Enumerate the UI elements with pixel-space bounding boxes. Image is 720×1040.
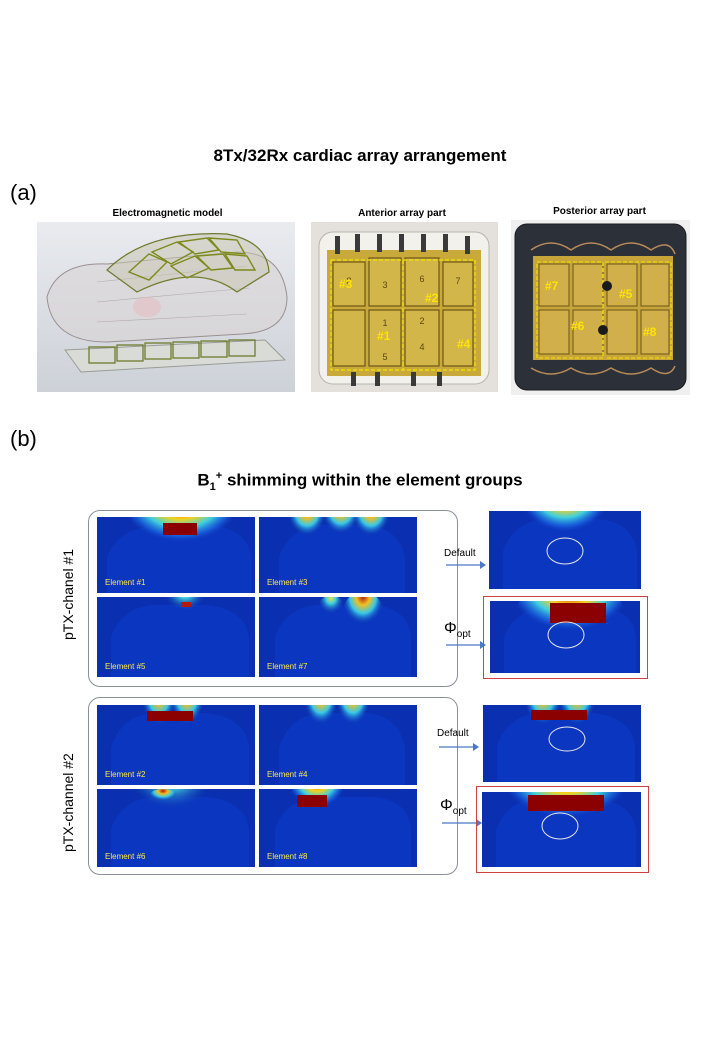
map-default-1 — [489, 511, 641, 589]
map-element-2: Element #2 — [97, 705, 255, 785]
element-label: Element #7 — [267, 662, 308, 671]
channel-label-2: pTX-channel #2 — [60, 753, 76, 852]
optimized-box-1 — [483, 596, 648, 679]
anterior-num: 6 — [419, 274, 424, 284]
default-label-2: Default — [437, 728, 469, 739]
anterior-label: #2 — [425, 291, 439, 305]
arrow-icon — [442, 819, 482, 827]
anterior-num: 5 — [382, 352, 387, 362]
phi-opt-label-2: Φopt — [440, 797, 467, 817]
element-label: Element #2 — [105, 770, 146, 779]
optimized-box-2 — [476, 786, 649, 873]
element-label: Element #4 — [267, 770, 308, 779]
anterior-array-image: 8 3 6 7 1 2 5 4 #3 #2 #1 #4 — [311, 222, 498, 392]
posterior-label: #5 — [619, 287, 633, 301]
caption-posterior: Posterior array part — [553, 206, 646, 217]
map-element-8: Element #8 — [259, 789, 417, 867]
title-b-sub: 1 — [209, 481, 216, 494]
anterior-label: #4 — [457, 337, 471, 351]
anterior-num: 1 — [382, 318, 387, 328]
map-element-3: Element #3 — [259, 517, 417, 593]
phi-sub: opt — [452, 806, 467, 818]
default-label-1: Default — [444, 548, 476, 559]
caption-em-model: Electromagnetic model — [112, 208, 223, 219]
posterior-label: #7 — [545, 279, 559, 293]
panel-b-title: B1+ shimming within the element groups — [0, 470, 720, 493]
anterior-num: 2 — [419, 316, 424, 326]
element-label: Element #1 — [105, 578, 146, 587]
anterior-label: #1 — [377, 329, 391, 343]
phi-opt-label-1: Φopt — [444, 620, 471, 640]
element-label: Element #6 — [105, 852, 146, 861]
panel-a-label: (a) — [10, 180, 37, 205]
map-element-6: Element #6 — [97, 789, 255, 867]
anterior-num: 7 — [455, 276, 460, 286]
element-label: Element #3 — [267, 578, 308, 587]
map-optimized-2 — [482, 792, 641, 867]
map-element-7: Element #7 — [259, 597, 417, 677]
phi-symbol: Φ — [444, 620, 457, 637]
map-element-1: Element #1 — [97, 517, 255, 593]
arrow-icon — [446, 561, 486, 569]
em-model-image — [37, 222, 295, 392]
map-element-5: Element #5 — [97, 597, 255, 677]
anterior-num: 8 — [346, 276, 351, 286]
posterior-label: #8 — [643, 325, 657, 339]
phi-sub: opt — [456, 629, 471, 641]
posterior-array-image: #7 #5 #6 #8 — [511, 220, 690, 395]
panel-b-label: (b) — [10, 426, 37, 451]
title-b-main: B — [197, 470, 210, 490]
anterior-label: #3 — [339, 277, 353, 291]
anterior-num: 4 — [419, 342, 424, 352]
anterior-num: 3 — [382, 280, 387, 290]
title-b-rest: shimming within the element groups — [222, 470, 523, 490]
posterior-label: #6 — [571, 319, 585, 333]
arrow-icon — [446, 641, 486, 649]
element-label: Element #5 — [105, 662, 146, 671]
figure-title: 8Tx/32Rx cardiac array arrangement — [213, 146, 507, 165]
phi-symbol: Φ — [440, 797, 453, 814]
channel-label-1: pTX-chanel #1 — [60, 548, 76, 640]
caption-anterior: Anterior array part — [358, 208, 446, 219]
map-optimized-1 — [490, 601, 640, 673]
element-label: Element #8 — [267, 852, 308, 861]
map-element-4: Element #4 — [259, 705, 417, 785]
map-default-2 — [483, 705, 641, 782]
title-b-sup: + — [215, 470, 223, 482]
arrow-icon — [439, 743, 479, 751]
